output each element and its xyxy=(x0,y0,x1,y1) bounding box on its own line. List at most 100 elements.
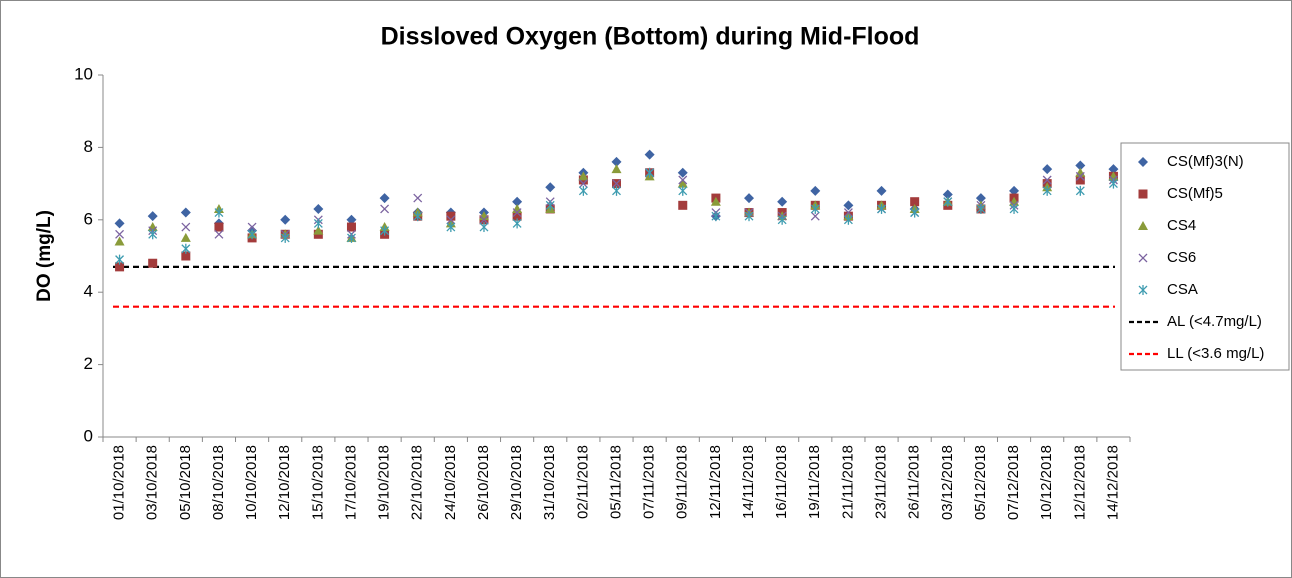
marker-stroke xyxy=(612,179,621,189)
marker xyxy=(678,200,688,210)
marker-stroke xyxy=(446,215,456,225)
marker xyxy=(214,222,224,232)
marker xyxy=(115,254,125,265)
marker xyxy=(479,215,489,225)
marker xyxy=(678,175,688,185)
marker xyxy=(1075,171,1085,181)
legend-label: CS(Mf)5 xyxy=(1167,185,1223,202)
legend-label: CS6 xyxy=(1167,249,1196,266)
x-tick-label: 14/11/2018 xyxy=(740,445,757,519)
marker xyxy=(479,222,489,233)
marker xyxy=(147,211,158,222)
marker xyxy=(1042,164,1053,175)
marker-stroke xyxy=(810,211,820,221)
marker xyxy=(1009,185,1020,196)
marker xyxy=(247,229,257,240)
marker xyxy=(975,193,986,204)
marker xyxy=(677,167,688,178)
marker xyxy=(413,211,423,222)
marker xyxy=(1138,221,1148,230)
marker xyxy=(247,222,257,232)
y-tick-label: 8 xyxy=(84,137,93,156)
marker xyxy=(611,164,622,174)
marker xyxy=(1108,178,1118,189)
marker xyxy=(1075,175,1085,185)
x-tick-label: 29/10/2018 xyxy=(508,445,525,520)
x-tick-label: 23/11/2018 xyxy=(873,445,890,519)
marker xyxy=(280,232,290,243)
marker-stroke xyxy=(413,193,423,203)
x-tick-label: 12/11/2018 xyxy=(707,445,724,519)
y-tick-label: 10 xyxy=(74,64,93,83)
marker xyxy=(148,258,158,268)
marker xyxy=(280,214,291,225)
marker xyxy=(1138,253,1148,263)
x-tick-label: 05/11/2018 xyxy=(607,445,624,519)
marker xyxy=(843,208,853,218)
marker xyxy=(976,203,986,214)
x-tick-label: 26/10/2018 xyxy=(475,445,492,520)
marker-stroke xyxy=(1042,175,1052,185)
marker xyxy=(512,208,522,218)
marker xyxy=(512,218,522,229)
marker xyxy=(512,211,522,221)
marker xyxy=(1009,203,1019,214)
marker xyxy=(545,182,556,193)
y-axis-label: DO (mg/L) xyxy=(34,210,55,302)
marker xyxy=(710,196,721,206)
marker xyxy=(180,207,191,218)
x-tick-label: 05/12/2018 xyxy=(972,445,989,520)
x-tick-label: 02/11/2018 xyxy=(574,445,591,519)
x-tick-label: 07/11/2018 xyxy=(641,445,658,519)
marker xyxy=(214,207,224,218)
marker xyxy=(777,196,788,207)
marker xyxy=(115,262,125,272)
x-tick-label: 10/12/2018 xyxy=(1038,445,1055,520)
marker xyxy=(612,185,621,196)
x-tick-label: 10/10/2018 xyxy=(243,445,260,520)
marker xyxy=(446,222,456,233)
legend-box xyxy=(1120,142,1290,371)
x-tick-label: 07/12/2018 xyxy=(1005,445,1022,520)
marker xyxy=(1075,185,1085,196)
marker xyxy=(446,215,456,225)
marker-stroke xyxy=(1075,171,1085,181)
marker xyxy=(380,225,390,236)
marker xyxy=(777,214,787,225)
legend-label: CS4 xyxy=(1167,217,1196,234)
marker-stroke xyxy=(1138,253,1148,263)
marker xyxy=(114,236,125,246)
marker xyxy=(181,243,191,254)
marker xyxy=(413,193,423,203)
y-tick-label: 2 xyxy=(84,354,93,373)
marker xyxy=(810,185,821,196)
x-tick-label: 15/10/2018 xyxy=(309,445,326,520)
marker-stroke xyxy=(380,204,390,214)
marker xyxy=(578,179,588,189)
marker xyxy=(313,218,323,229)
marker-stroke xyxy=(479,215,489,225)
marker xyxy=(943,196,953,207)
marker xyxy=(678,185,688,196)
marker xyxy=(1138,157,1148,167)
marker xyxy=(346,214,357,225)
marker xyxy=(1042,175,1052,185)
marker xyxy=(942,189,953,200)
marker xyxy=(148,229,158,240)
x-tick-label: 08/10/2018 xyxy=(210,445,227,520)
marker xyxy=(578,171,589,181)
y-tick-label: 4 xyxy=(84,282,93,301)
marker xyxy=(810,203,820,214)
marker xyxy=(115,229,125,239)
x-tick-label: 03/10/2018 xyxy=(144,445,161,520)
x-tick-label: 21/11/2018 xyxy=(839,445,856,519)
marker xyxy=(114,218,125,229)
legend-label: AL (<4.7mg/L) xyxy=(1167,313,1262,330)
legend-label: LL (<3.6 mg/L) xyxy=(1167,345,1264,362)
x-tick-label: 31/10/2018 xyxy=(541,445,558,520)
marker xyxy=(711,211,721,222)
legend-label: CS(Mf)3(N) xyxy=(1167,153,1244,170)
x-tick-label: 09/11/2018 xyxy=(674,445,691,519)
marker xyxy=(843,200,854,211)
